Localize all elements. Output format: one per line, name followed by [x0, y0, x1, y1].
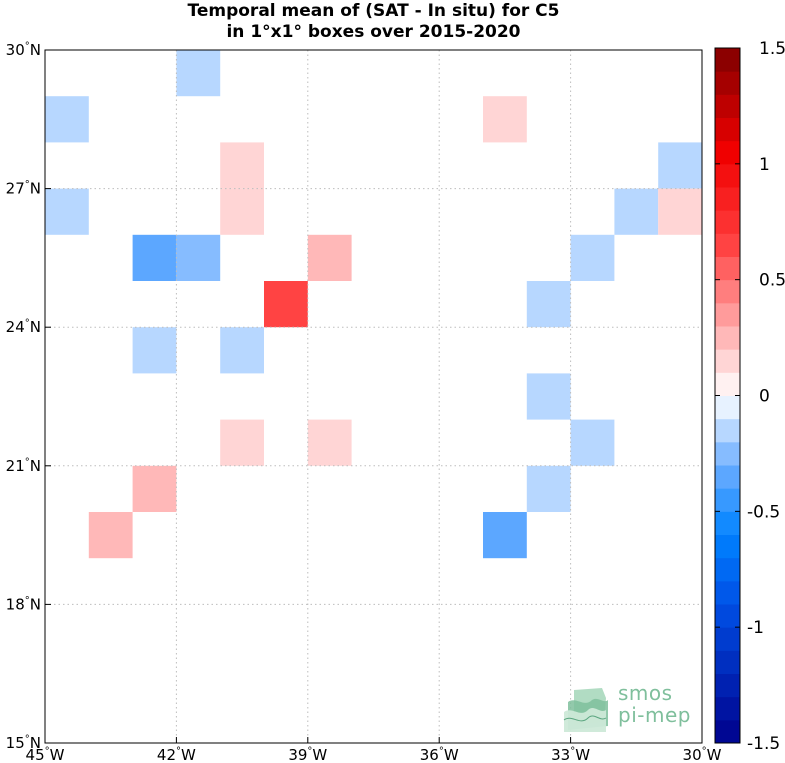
x-tick-label: 33°W — [551, 746, 590, 763]
colorbar-bin — [715, 71, 740, 95]
y-tick-label: 21°N — [6, 457, 41, 475]
heatmap-cell — [483, 96, 527, 143]
y-axis-ticks: 15°N 18°N 21°N 24°N 27°N 30°N — [6, 41, 51, 752]
colorbar-tick-label: -0.5 — [747, 502, 780, 522]
colorbar-bin — [715, 94, 740, 118]
colorbar-bin — [715, 580, 740, 605]
heatmap-cell — [176, 234, 221, 281]
colorbar-bin — [715, 210, 740, 234]
plot-frame — [44, 49, 703, 744]
heatmap-cell — [307, 234, 352, 281]
heatmap-cell — [45, 96, 89, 143]
heatmap-cell — [132, 327, 177, 374]
colorbar-bin — [715, 302, 740, 327]
logo-text-pi-mep: pi-mep — [618, 703, 691, 727]
y-tick-label: 15°N — [6, 734, 41, 752]
x-tick-label: 36°W — [420, 746, 459, 763]
colorbar-bin — [715, 534, 740, 559]
colorbar-bin — [715, 511, 740, 535]
colorbar-bin — [715, 187, 740, 211]
colorbar-tick-label: -1.5 — [747, 734, 780, 754]
colorbar-bin — [715, 140, 740, 165]
x-tick-label: 39°W — [288, 746, 327, 763]
colorbar-bin — [715, 719, 740, 744]
heatmap-cell — [220, 142, 264, 189]
heatmap-cell — [570, 234, 615, 281]
heatmap-cell — [220, 188, 264, 235]
colorbar-bin — [715, 557, 740, 582]
colorbar-bin — [715, 650, 740, 674]
colorbar-bin — [715, 256, 740, 281]
heatmap-cell — [526, 281, 571, 328]
heatmap-cell — [483, 512, 527, 559]
colorbar-tick-label: 0.5 — [759, 271, 785, 291]
heatmap-cell — [132, 234, 177, 281]
colorbar-bin — [715, 488, 740, 512]
heatmap-cell — [220, 327, 264, 374]
heatmap-cell — [132, 465, 177, 512]
colorbar-bin — [715, 418, 740, 443]
heatmap-cell — [45, 188, 89, 235]
colorbar-bin — [715, 673, 740, 698]
heatmap-cell — [570, 419, 615, 466]
colorbar-bin — [715, 48, 740, 72]
heatmap-cell — [176, 50, 221, 97]
colorbar-bin — [715, 279, 740, 304]
colorbar-ticks: 1.5 1 0.5 0 -0.5 -1 -1.5 — [715, 39, 785, 754]
colorbar-bin — [715, 465, 740, 489]
colorbar-bin — [715, 395, 740, 420]
heatmap-cell — [658, 142, 702, 189]
x-tick-label: 30°W — [683, 746, 722, 763]
heatmap-cell — [264, 281, 308, 328]
x-axis-ticks: 45°W 42°W 39°W 36°W 33°W 30°W — [26, 737, 722, 763]
colorbar-bin — [715, 326, 740, 350]
colorbar-bin — [715, 117, 740, 142]
gridlines — [45, 50, 702, 743]
colorbar-bin — [715, 441, 740, 466]
y-tick-label: 18°N — [6, 595, 41, 613]
colorbar-tick-label: 1.5 — [759, 39, 785, 59]
y-tick-label: 30°N — [6, 41, 41, 59]
logo-text-smos: smos — [618, 681, 673, 705]
smos-pi-mep-logo: smos pi-mep — [562, 682, 702, 734]
chart-title-line-1: Temporal mean of (SAT - In situ) for C5 — [187, 1, 560, 21]
colorbar-tick-label: 1 — [759, 155, 770, 175]
chart-title-line-2: in 1°x1° boxes over 2015-2020 — [226, 22, 521, 42]
logo-wave-icon — [563, 688, 608, 732]
colorbar-bin — [715, 604, 740, 628]
heatmap-cells — [45, 50, 702, 559]
heatmap-cell — [220, 419, 264, 466]
heatmap-cell — [658, 188, 702, 235]
colorbar-bin — [715, 627, 740, 651]
heatmap-cell — [526, 373, 571, 420]
heatmap-cell — [307, 419, 352, 466]
colorbar-bin — [715, 696, 740, 721]
colorbar-tick-label: 0 — [759, 387, 770, 407]
colorbar-tick-label: -1 — [747, 618, 764, 638]
y-tick-label: 27°N — [6, 180, 41, 198]
heatmap-cell — [526, 465, 571, 512]
colorbar-bin — [715, 372, 740, 396]
heatmap-cell — [614, 188, 659, 235]
colorbar-bin — [715, 233, 740, 257]
colorbar-bin — [715, 349, 740, 373]
heatmap-cell — [88, 512, 133, 559]
x-tick-label: 42°W — [157, 746, 196, 763]
y-tick-label: 24°N — [6, 318, 41, 336]
x-tick-label: 45°W — [26, 746, 65, 763]
colorbar-bin — [715, 163, 740, 188]
